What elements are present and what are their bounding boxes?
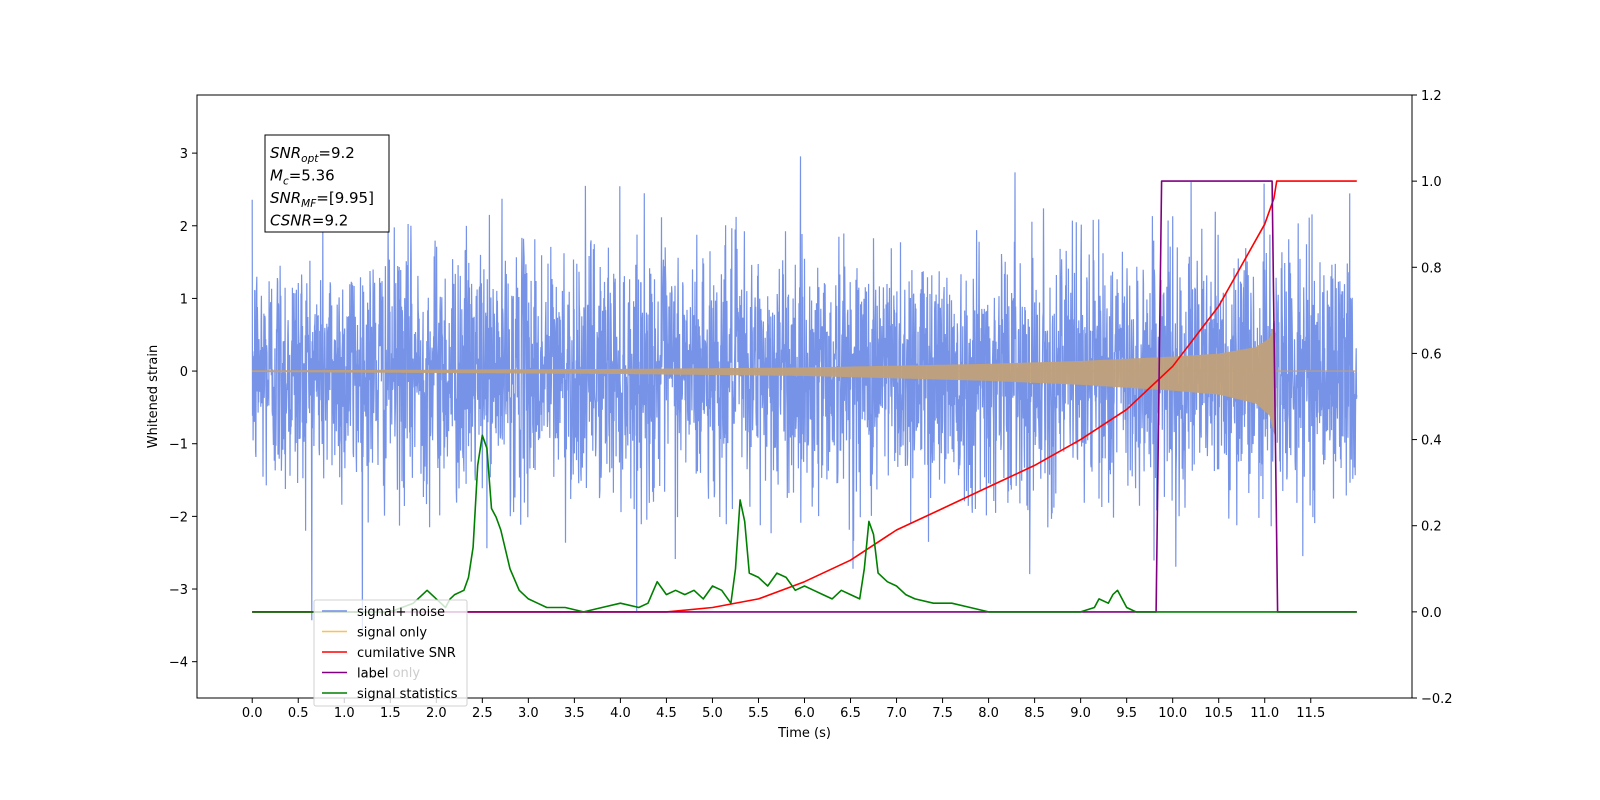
x-tick-label: 8.0 — [978, 706, 999, 721]
legend: label only signal+ noise signal only cumila… — [313, 599, 468, 707]
y-left-tick-label: 2 — [180, 220, 188, 235]
cumulative-snr-line — [252, 180, 1357, 613]
y-right-tick-label: 0.0 — [1421, 606, 1442, 621]
x-axis-label: Time (s) — [777, 726, 831, 741]
y-right-tick-label: 0.8 — [1421, 261, 1442, 276]
legend-frame — [313, 599, 468, 707]
signal-noise-line — [251, 156, 1358, 630]
annotation-line: Mc=5.36 — [270, 167, 335, 188]
y-axis-left-ticks: −4 −3 −2 −1 0 1 2 3 — [169, 147, 197, 671]
y-right-tick-label: 0.2 — [1421, 520, 1442, 535]
y-right-tick-label: 0.4 — [1421, 434, 1442, 449]
y-right-tick-label: −0.2 — [1421, 692, 1453, 707]
x-tick-label: 10.5 — [1204, 706, 1233, 721]
series-signal-statistics — [252, 434, 1357, 613]
legend-label: cumilative SNR — [357, 646, 456, 661]
x-tick-label: 0.5 — [288, 706, 309, 721]
x-tick-label: 4.0 — [610, 706, 631, 721]
y-left-tick-label: −2 — [169, 510, 188, 525]
x-tick-label: 8.5 — [1024, 706, 1045, 721]
x-tick-label: 7.0 — [886, 706, 907, 721]
x-tick-label: 4.5 — [656, 706, 677, 721]
y-left-tick-label: −4 — [169, 656, 188, 671]
x-tick-label: 6.0 — [794, 706, 815, 721]
x-tick-label: 3.5 — [564, 706, 585, 721]
x-tick-label: 0.0 — [242, 706, 263, 721]
y-right-tick-label: 1.0 — [1421, 175, 1442, 190]
legend-hidden-entry: label only — [357, 666, 420, 681]
legend-label: signal only — [357, 626, 427, 641]
x-tick-label: 5.0 — [702, 706, 723, 721]
y-left-tick-label: 0 — [180, 365, 188, 380]
annotation-line: SNRMF=[9.95] — [270, 189, 374, 210]
x-tick-label: 1.5 — [380, 706, 401, 721]
annotation-line: SNRopt=9.2 — [270, 144, 355, 165]
y-right-tick-label: 1.2 — [1421, 89, 1442, 104]
y-right-tick-label: 0.6 — [1421, 347, 1442, 362]
y-left-tick-label: 1 — [180, 292, 188, 307]
series-cumulative-snr — [252, 180, 1357, 613]
x-axis-ticks: 0.0 0.5 1.0 1.5 2.0 2.5 3.0 3.5 4.0 4.5 5.0 5.5 6.0 6… — [242, 698, 1325, 721]
y-axis-label: Whitened strain — [146, 345, 161, 448]
x-tick-label: 5.5 — [748, 706, 769, 721]
series-signal-noise — [251, 156, 1358, 630]
legend-label: signal statistics — [357, 687, 458, 702]
y-left-tick-label: −3 — [169, 583, 188, 598]
signal-statistics-line — [252, 434, 1357, 613]
y-axis-right-ticks: −0.2 0.0 0.2 0.4 0.6 0.8 1.0 1.2 — [1412, 89, 1453, 707]
legend-label: signal+ noise — [357, 605, 445, 620]
x-tick-label: 7.5 — [932, 706, 953, 721]
annotation-frame — [264, 134, 390, 233]
annotation-line: CSNR=9.2 — [270, 212, 348, 230]
signal-only-band — [252, 323, 1277, 435]
x-tick-label: 11.0 — [1250, 706, 1279, 721]
x-tick-label: 6.5 — [840, 706, 861, 721]
x-tick-label: 2.0 — [426, 706, 447, 721]
x-tick-label: 11.5 — [1296, 706, 1325, 721]
legend-label: label — [357, 667, 388, 682]
y-left-tick-label: 3 — [180, 147, 188, 162]
x-tick-label: 2.5 — [472, 706, 493, 721]
y-left-tick-label: −1 — [169, 438, 188, 453]
x-tick-label: 10.0 — [1158, 706, 1187, 721]
x-tick-label: 1.0 — [334, 706, 355, 721]
x-tick-label: 9.5 — [1116, 706, 1137, 721]
series-signal-only — [252, 323, 1357, 435]
x-tick-label: 9.0 — [1070, 706, 1091, 721]
x-tick-label: 3.0 — [518, 706, 539, 721]
